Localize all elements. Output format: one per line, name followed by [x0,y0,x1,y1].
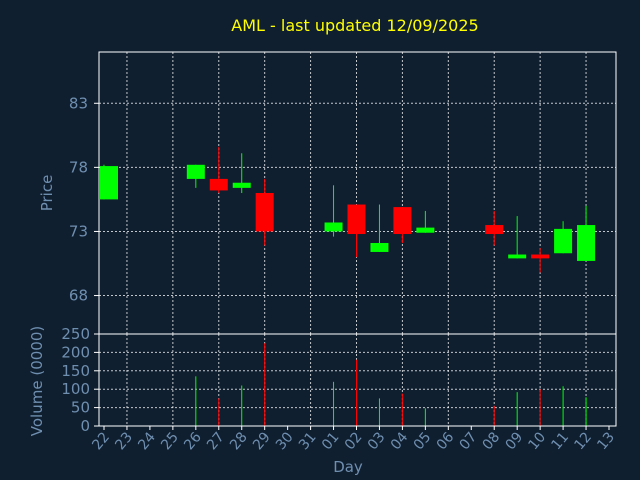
volume-axis-label: Volume (0000) [28,326,46,436]
volume-bars [195,343,587,426]
candle-body [577,225,596,261]
candle-body [232,182,251,188]
price-axis-label: Price [38,175,56,212]
volume-tick-label: 100 [61,380,90,398]
price-tick-label: 73 [69,222,88,240]
candle-body [370,242,389,252]
price-panel: 68 73 78 83 Price [38,51,617,335]
candle-body [554,228,573,254]
candle-body [508,254,527,259]
chart-title: AML - last updated 12/09/2025 [231,16,478,35]
price-y-ticks: 68 73 78 83 [69,94,99,305]
candle-body [393,207,412,235]
candle-body [100,166,118,200]
candle-body [347,204,366,235]
candle-body [485,225,504,235]
volume-tick-label: 150 [61,362,90,380]
volume-tick-label: 200 [61,343,90,361]
candle-body [324,222,343,232]
volume-tick-label: 0 [80,417,90,435]
price-tick-label: 68 [69,287,88,305]
x-axis-label: Day [333,458,363,476]
candle-body [209,178,228,191]
volume-tick-label: 250 [61,325,90,343]
price-tick-label: 83 [69,94,88,112]
candle-body [186,164,205,179]
volume-frame [98,333,617,427]
volume-tick-label: 50 [71,399,90,417]
candle-body [531,254,550,259]
price-tick-label: 78 [69,158,88,176]
candle-body [255,193,274,232]
candle-body [416,227,435,233]
price-candles [100,146,596,273]
